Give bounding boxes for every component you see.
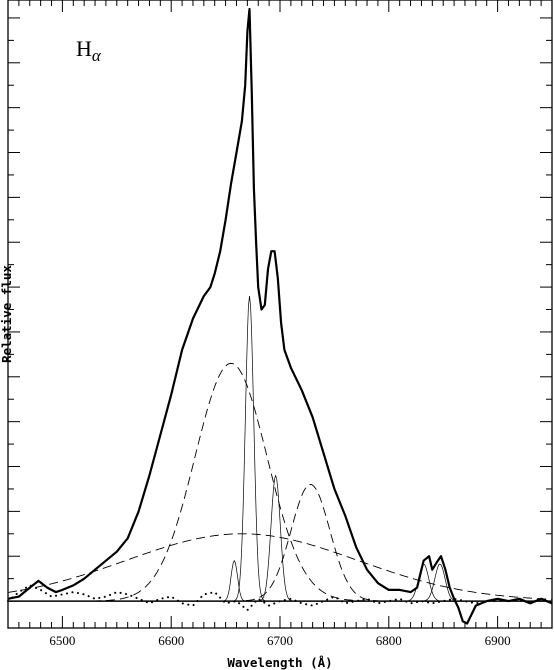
narrow-component-curve — [8, 559, 552, 602]
residual-dotted-line — [7, 584, 499, 612]
line-annotation-subscript: α — [92, 46, 102, 65]
observed-profile-line — [7, 7, 553, 625]
x-tick-label: 6800 — [376, 633, 402, 648]
narrow-component-curve — [8, 296, 552, 602]
narrow-component-curve — [8, 563, 552, 602]
line-annotation-main: H — [76, 36, 92, 61]
broad-component-curve — [7, 533, 553, 600]
narrow-component-curve — [8, 563, 552, 602]
y-axis-label: Relative flux — [0, 265, 14, 363]
x-tick-label: 6600 — [158, 633, 184, 648]
x-axis-label: Wavelength (Å) — [227, 655, 332, 670]
broad-component-curve — [8, 484, 552, 602]
line-annotation: Hα — [76, 36, 102, 65]
x-tick-labels: 6500 6600 6700 6800 6900 — [49, 633, 510, 648]
x-tick-label: 6700 — [267, 633, 293, 648]
x-tick-label: 6500 — [49, 633, 75, 648]
x-tick-label: 6900 — [485, 633, 511, 648]
curves — [7, 7, 553, 625]
axis-ticks — [7, 0, 553, 628]
broad-component-curve — [8, 362, 552, 602]
narrow-component-curve — [8, 474, 552, 602]
